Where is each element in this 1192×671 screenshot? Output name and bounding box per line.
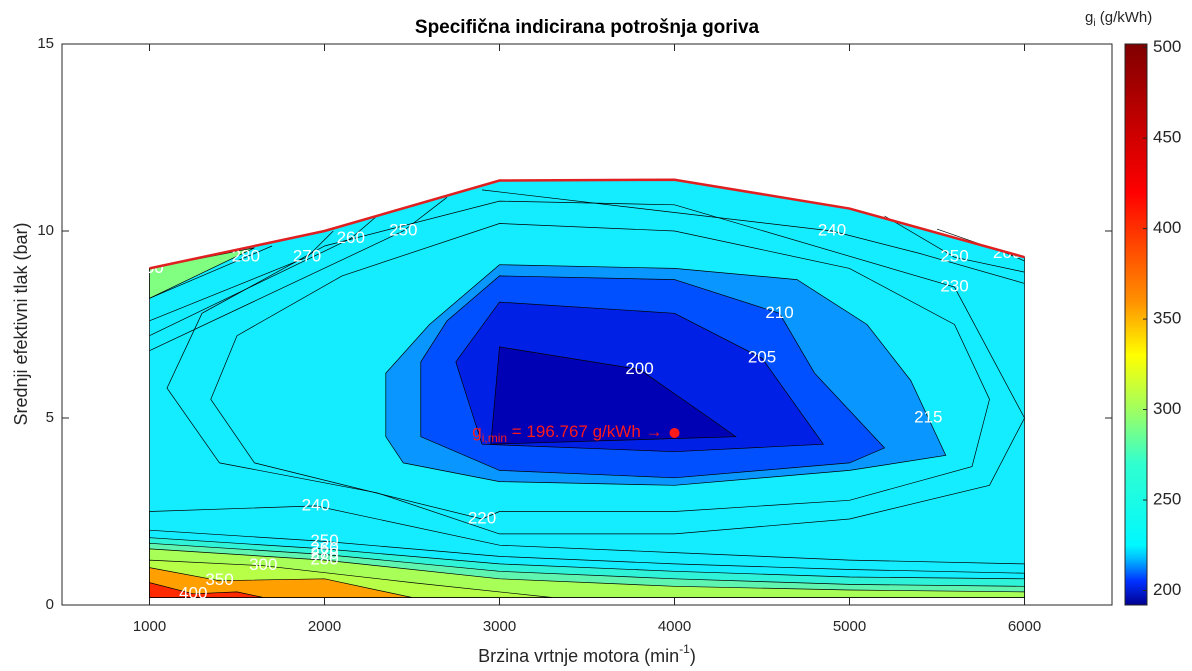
colorbar-label-g: g	[1085, 9, 1093, 26]
contour-label: 280	[310, 550, 338, 569]
colorbar-tick-label: 500	[1153, 37, 1181, 56]
colorbar-label-sub: i	[1093, 18, 1095, 29]
contour-label: 205	[748, 348, 776, 367]
contour-label: 260	[337, 228, 365, 247]
x-tick-label: 1000	[133, 618, 166, 635]
min-label-rest: = 196.767 g/kWh →	[507, 422, 662, 441]
contour-label: 230	[940, 277, 968, 296]
contour-region	[490, 346, 737, 445]
contour-label: 215	[914, 407, 942, 426]
min-point	[669, 427, 680, 438]
y-tick-label: 10	[37, 222, 54, 239]
contour-label: 250	[310, 531, 338, 550]
x-axis-label-end: )	[690, 646, 696, 666]
colorbar-tick-label: 250	[1153, 490, 1181, 509]
y-tick-label: 0	[46, 596, 54, 613]
contour-line	[166, 200, 1025, 535]
colorbar-label: gi (g/kWh)	[1085, 9, 1152, 29]
x-tick-label: 3000	[483, 618, 516, 635]
colorbar-tick-label: 200	[1153, 580, 1181, 599]
axes-box	[61, 43, 1113, 606]
colorbar	[1124, 43, 1148, 606]
contour-line	[481, 189, 1025, 284]
chart-title: Specifična indicirana potrošnja goriva	[415, 17, 760, 38]
min-label-sub: i,min	[482, 431, 507, 445]
y-tick-label: 5	[46, 409, 54, 426]
contour-label: 350	[205, 570, 233, 589]
contour-label: 210	[765, 303, 793, 322]
colorbar-tick-label: 450	[1153, 128, 1181, 147]
x-tick-label: 5000	[833, 618, 866, 635]
contour-line	[149, 245, 273, 299]
colorbar-tick-label: 350	[1153, 309, 1181, 328]
contour-label: 260	[310, 538, 338, 557]
min-label-g: g	[472, 422, 481, 441]
contour-label: 200	[625, 359, 653, 378]
contour-line	[149, 215, 378, 337]
colorbar-tick-label: 400	[1153, 218, 1181, 237]
min-label: gi,min = 196.767 g/kWh →	[472, 422, 662, 445]
contour-label: 280	[232, 247, 260, 266]
contour-line	[210, 223, 990, 520]
contour-label: 300	[249, 555, 277, 574]
contour-label: 270	[293, 247, 321, 266]
y-tick-label: 15	[37, 35, 54, 52]
contour-label: 270	[310, 544, 338, 563]
x-axis-label-sup: -1	[679, 642, 690, 656]
contour-line	[149, 230, 334, 322]
contour-line	[149, 197, 448, 352]
x-tick-label: 6000	[1008, 618, 1041, 635]
contour-label: 250	[389, 220, 417, 239]
contour-label: 250	[940, 247, 968, 266]
colorbar-label-unit: (g/kWh)	[1096, 9, 1153, 26]
contour-line	[884, 215, 1025, 273]
y-axis-label: Srednji efektivni tlak (bar)	[11, 222, 31, 425]
contour-label: 240	[818, 220, 846, 239]
colorbar-tick-label: 300	[1153, 399, 1181, 418]
contour-label: 400	[179, 583, 207, 602]
contour-label: 220	[468, 508, 496, 527]
x-tick-label: 4000	[658, 618, 691, 635]
x-axis-label-text: Brzina vrtnje motora (min	[478, 646, 679, 666]
x-axis-label: Brzina vrtnje motora (min-1)	[478, 642, 696, 666]
contour-region	[149, 582, 264, 598]
boundary-line	[149, 178, 1025, 270]
contour-label: 240	[302, 495, 330, 514]
x-tick-label: 2000	[308, 618, 341, 635]
